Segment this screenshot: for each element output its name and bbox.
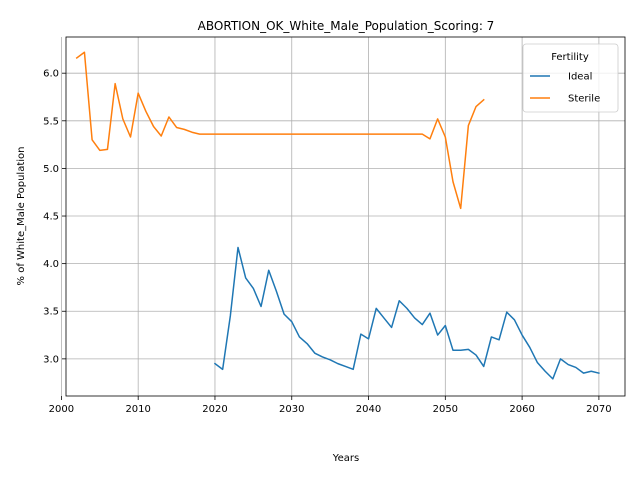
y-tick-label: 4.0 bbox=[43, 259, 59, 270]
legend: Fertility Ideal Sterile bbox=[523, 44, 618, 112]
x-tick-label: 2070 bbox=[586, 404, 611, 415]
legend-title: Fertility bbox=[551, 52, 589, 63]
y-tick-label: 3.0 bbox=[43, 354, 59, 365]
y-tick-label: 5.5 bbox=[43, 116, 59, 127]
x-tick-label: 2010 bbox=[125, 404, 150, 415]
y-tick-label: 5.0 bbox=[43, 164, 59, 175]
y-axis-label: % of White_Male Population bbox=[16, 147, 27, 286]
y-tick-label: 3.5 bbox=[43, 307, 59, 318]
x-axis-label: Years bbox=[332, 453, 359, 464]
legend-label-ideal: Ideal bbox=[568, 72, 592, 83]
y-tick-label: 6.0 bbox=[43, 69, 59, 80]
x-tick-label: 2020 bbox=[202, 404, 227, 415]
y-tick-label: 4.5 bbox=[43, 212, 59, 223]
legend-label-sterile: Sterile bbox=[568, 94, 600, 105]
chart-title: ABORTION_OK_White_Male_Population_Scorin… bbox=[198, 19, 495, 33]
x-tick-label: 2030 bbox=[279, 404, 304, 415]
x-tick-label: 2060 bbox=[509, 404, 534, 415]
x-tick-label: 2040 bbox=[356, 404, 381, 415]
x-tick-label: 2050 bbox=[433, 404, 458, 415]
x-tick-label: 2000 bbox=[49, 404, 74, 415]
